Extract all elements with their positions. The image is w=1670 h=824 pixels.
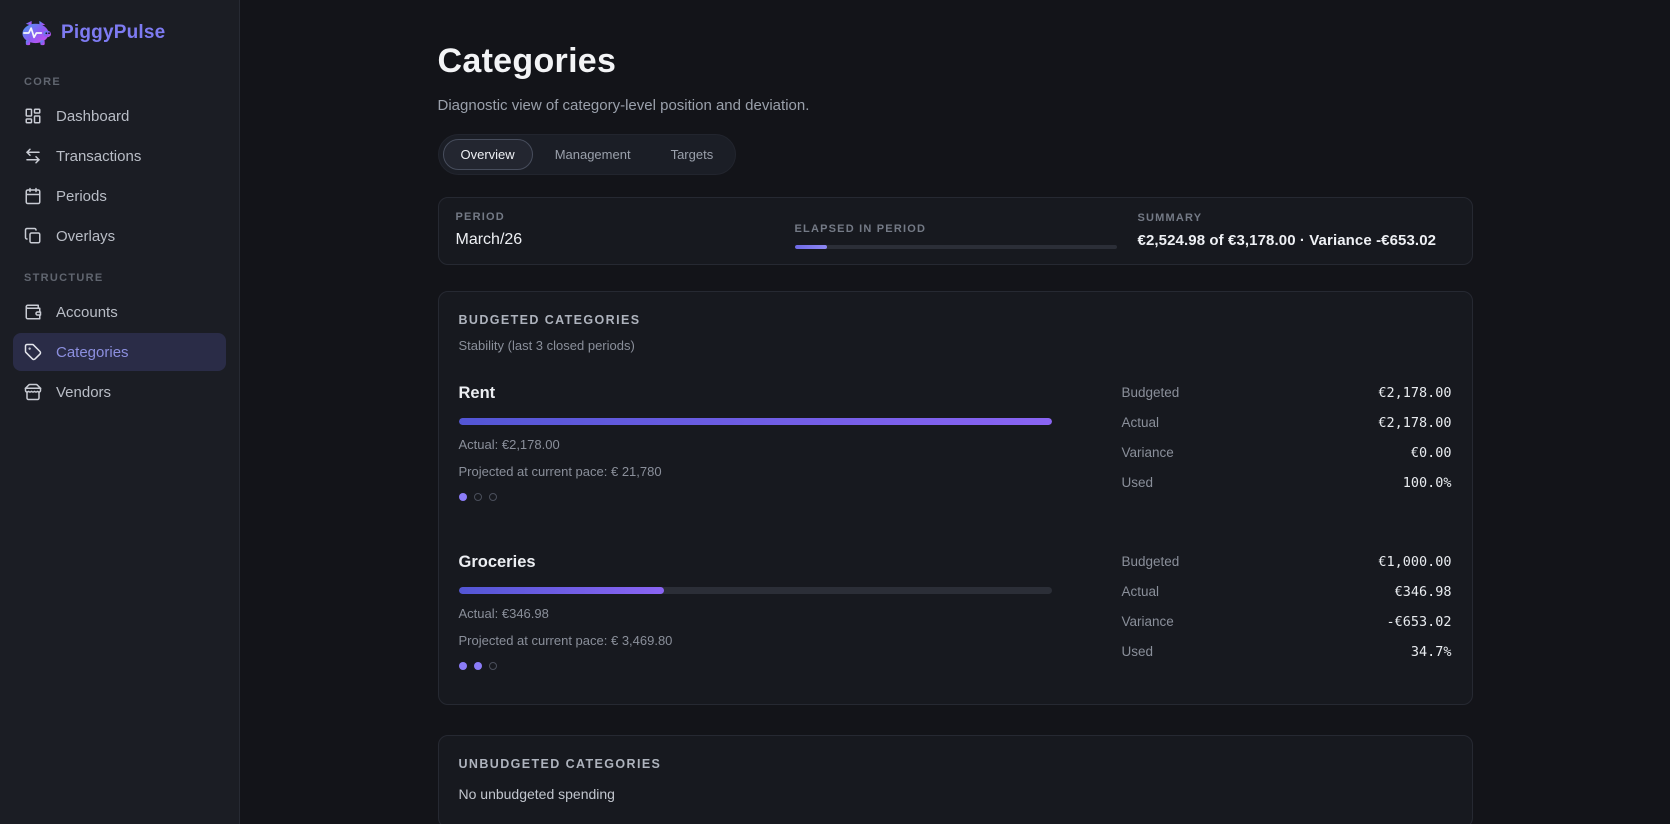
- stat-row-used: Used 34.7%: [1122, 644, 1452, 674]
- sidebar-item-periods[interactable]: Periods: [13, 177, 226, 215]
- app-name: PiggyPulse: [61, 21, 166, 43]
- sidebar-item-accounts[interactable]: Accounts: [13, 293, 226, 331]
- period-value: March/26: [455, 231, 523, 248]
- piggy-logo-icon: [19, 18, 52, 47]
- stat-value: €346.98: [1394, 584, 1452, 600]
- summary-value: €2,524.98 of €3,178.00 · Variance -€653.…: [1137, 231, 1437, 249]
- stability-dot: [473, 493, 482, 501]
- main-content: Categories Diagnostic view of category-l…: [240, 0, 1670, 824]
- stat-label: Actual: [1121, 415, 1160, 430]
- stability-dots: [458, 493, 1052, 501]
- category-name: Rent: [458, 384, 496, 402]
- page-title: Categories: [437, 42, 617, 80]
- stat-value: €1,000.00: [1378, 554, 1452, 570]
- stat-value: -€653.02: [1386, 614, 1452, 630]
- period-summary-card: PERIOD March/26 ELAPSED IN PERIOD SUMMAR…: [437, 197, 1473, 265]
- category-usage-bar: [458, 587, 1052, 594]
- stat-row-actual: Actual €346.98: [1122, 584, 1452, 614]
- summary-label: SUMMARY: [1137, 211, 1203, 224]
- category-stats: Budgeted €2,178.00 Actual €2,178.00 Vari…: [1122, 384, 1452, 505]
- stat-label: Budgeted: [1121, 554, 1180, 569]
- stat-value: 100.0%: [1402, 475, 1452, 491]
- stat-value: 34.7%: [1410, 644, 1452, 660]
- category-row-rent: Rent Actual: €2,178.00 Projected at curr…: [458, 384, 1452, 505]
- stat-row-budgeted: Budgeted €1,000.00: [1122, 554, 1452, 584]
- stat-row-variance: Variance -€653.02: [1122, 614, 1452, 644]
- stat-label: Actual: [1121, 584, 1160, 599]
- sidebar-item-categories[interactable]: Categories: [13, 333, 226, 371]
- tab-targets[interactable]: Targets: [653, 139, 732, 170]
- app-logo[interactable]: PiggyPulse: [13, 16, 226, 61]
- stat-label: Variance: [1121, 445, 1174, 460]
- sidebar-item-label: Transactions: [56, 147, 142, 165]
- budgeted-card-subtitle: Stability (last 3 closed periods): [458, 338, 635, 353]
- category-stats: Budgeted €1,000.00 Actual €346.98 Varian…: [1122, 553, 1452, 674]
- tag-icon: [24, 343, 42, 361]
- category-projected-line: Projected at current pace: € 21,780: [458, 464, 662, 479]
- stability-dot: [458, 493, 467, 501]
- stat-row-actual: Actual €2,178.00: [1122, 415, 1452, 445]
- period-label: PERIOD: [455, 211, 505, 223]
- category-name: Groceries: [458, 553, 536, 571]
- stability-dot: [488, 493, 497, 501]
- elapsed-label: ELAPSED IN PERIOD: [794, 223, 927, 235]
- category-usage-bar-fill: [458, 587, 665, 594]
- stat-label: Used: [1121, 644, 1154, 659]
- wallet-icon: [24, 303, 42, 321]
- elapsed-progressbar-fill: [794, 245, 827, 249]
- stat-value: €2,178.00: [1378, 415, 1452, 431]
- calendar-icon: [24, 187, 42, 205]
- sidebar-section-core: CORE: [24, 76, 61, 88]
- sidebar-item-dashboard[interactable]: Dashboard: [13, 97, 226, 135]
- page-subtitle: Diagnostic view of category-level positi…: [437, 97, 810, 114]
- category-usage-bar: [458, 418, 1052, 425]
- stability-dot: [473, 662, 482, 670]
- stat-label: Used: [1121, 475, 1154, 490]
- sidebar-item-label: Vendors: [56, 383, 112, 401]
- stat-value: €0.00: [1410, 445, 1452, 461]
- transactions-icon: [24, 147, 42, 165]
- category-actual-line: Actual: €346.98: [458, 606, 549, 621]
- unbudgeted-card-title: UNBUDGETED CATEGORIES: [458, 757, 662, 771]
- sidebar-item-overlays[interactable]: Overlays: [13, 217, 226, 255]
- store-icon: [24, 383, 42, 401]
- elapsed-progressbar: [794, 245, 1117, 249]
- stability-dots: [458, 662, 1052, 670]
- stability-dot: [488, 662, 497, 670]
- sidebar-item-label: Accounts: [56, 303, 118, 321]
- budgeted-categories-card: BUDGETED CATEGORIES Stability (last 3 cl…: [437, 291, 1473, 705]
- category-row-groceries: Groceries Actual: €346.98 Projected at c…: [458, 553, 1452, 674]
- category-usage-bar-fill: [458, 418, 1052, 425]
- category-projected-line: Projected at current pace: € 3,469.80: [458, 633, 673, 648]
- stability-dot: [458, 662, 467, 670]
- sidebar-item-transactions[interactable]: Transactions: [13, 137, 226, 175]
- stat-label: Budgeted: [1121, 385, 1180, 400]
- category-actual-line: Actual: €2,178.00: [458, 437, 560, 452]
- overlays-icon: [24, 227, 42, 245]
- stat-row-used: Used 100.0%: [1122, 475, 1452, 505]
- stat-row-budgeted: Budgeted €2,178.00: [1122, 385, 1452, 415]
- budgeted-card-title: BUDGETED CATEGORIES: [458, 313, 641, 327]
- sidebar-section-structure: STRUCTURE: [24, 272, 104, 284]
- unbudgeted-empty-text: No unbudgeted spending: [458, 786, 615, 802]
- sidebar-item-label: Overlays: [56, 227, 116, 245]
- view-tabs: Overview Management Targets: [437, 134, 737, 175]
- dashboard-icon: [24, 107, 42, 125]
- sidebar-item-label: Categories: [56, 343, 129, 361]
- stat-value: €2,178.00: [1378, 385, 1452, 401]
- sidebar-item-vendors[interactable]: Vendors: [13, 373, 226, 411]
- sidebar-item-label: Periods: [56, 187, 107, 205]
- stat-label: Variance: [1121, 614, 1174, 629]
- stat-row-variance: Variance €0.00: [1122, 445, 1452, 475]
- sidebar: PiggyPulse CORE Dashboard Transactions P…: [0, 0, 240, 824]
- tab-overview[interactable]: Overview: [442, 139, 533, 170]
- sidebar-item-label: Dashboard: [56, 107, 130, 125]
- unbudgeted-categories-card: UNBUDGETED CATEGORIES No unbudgeted spen…: [437, 735, 1473, 824]
- tab-management[interactable]: Management: [537, 139, 649, 170]
